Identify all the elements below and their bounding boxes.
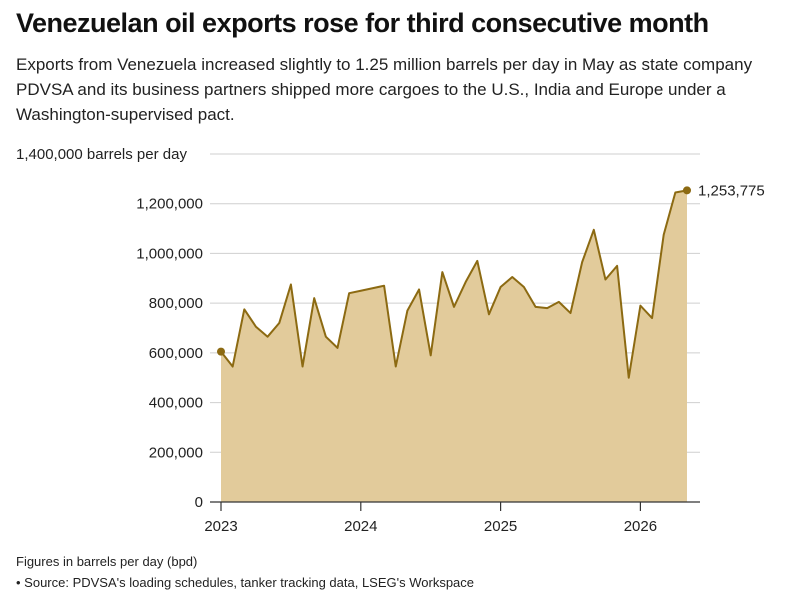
units-note: Figures in barrels per day (bpd): [16, 554, 198, 569]
start-point: [217, 347, 225, 356]
x-axis: [210, 501, 700, 511]
y-tick-label: 400,000: [149, 395, 203, 412]
x-tick-label: 2023: [204, 518, 237, 535]
chart-title: Venezuelan oil exports rose for third co…: [16, 8, 709, 38]
y-tick-label: 1,400,000 barrels per day: [16, 146, 187, 163]
x-tick-label: 2026: [624, 518, 657, 535]
y-tick-label: 800,000: [149, 295, 203, 312]
series-area: [221, 190, 687, 502]
series-line-layer: 1,253,775: [217, 182, 765, 379]
y-tick-label: 1,200,000: [136, 196, 203, 213]
tick-labels: 0 200,000 400,000 600,000 800,000 1,000,000 1,…: [16, 146, 657, 535]
source-note: • Source: PDVSA's loading schedules, tan…: [16, 575, 475, 590]
x-tick-label: 2024: [344, 518, 377, 535]
x-tick-label: 2025: [484, 518, 517, 535]
series-line: [220, 189, 688, 379]
y-tick-label: 1,000,000: [136, 245, 203, 262]
end-value-label: 1,253,775: [698, 182, 765, 199]
chart-subtitle: Exports from Venezuela increased slightl…: [16, 55, 753, 124]
end-point: [683, 186, 691, 195]
y-tick-label: 0: [195, 494, 203, 511]
y-tick-label: 200,000: [149, 444, 203, 461]
y-tick-label: 600,000: [149, 345, 203, 362]
area-fill-layer: [221, 190, 687, 502]
